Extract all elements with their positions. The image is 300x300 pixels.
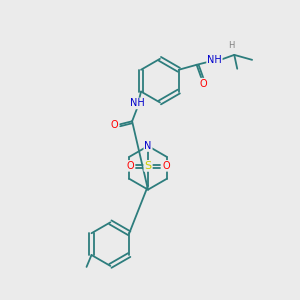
Text: NH: NH: [207, 55, 222, 65]
Text: NH: NH: [130, 98, 144, 108]
Text: O: O: [200, 79, 207, 88]
Text: O: O: [110, 120, 118, 130]
Text: N: N: [144, 141, 152, 151]
Text: S: S: [145, 161, 152, 171]
Text: O: O: [126, 161, 134, 171]
Text: O: O: [162, 161, 170, 171]
Text: H: H: [228, 41, 235, 50]
